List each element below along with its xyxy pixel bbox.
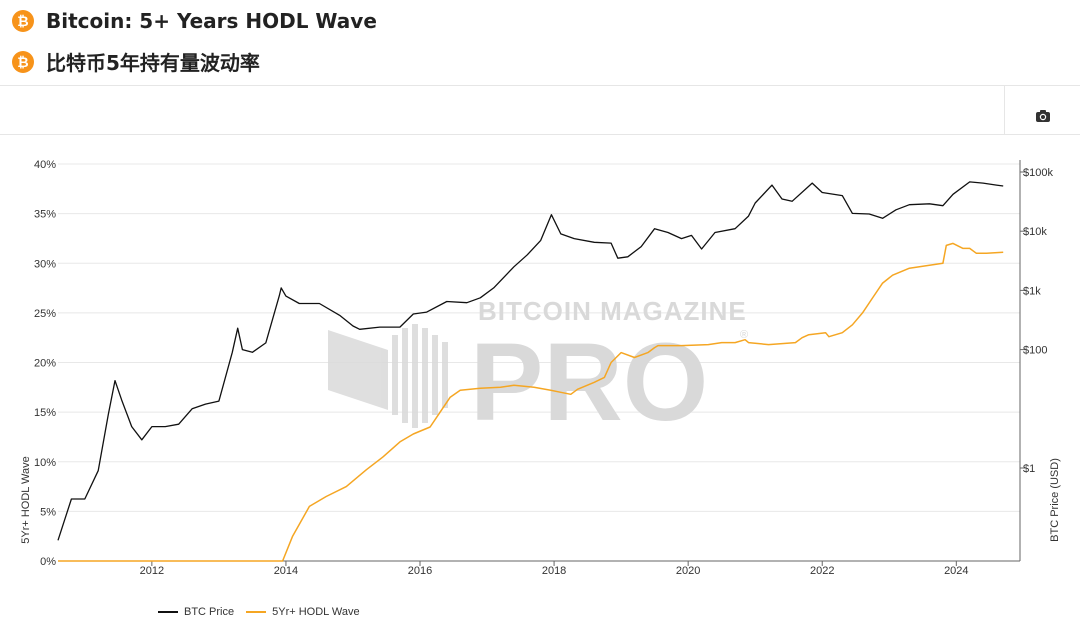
watermark-line1: BITCOIN MAGAZINE [478, 296, 747, 326]
y-left-tick-label: 40% [34, 159, 56, 171]
x-tick-label: 2012 [140, 565, 164, 577]
y-right-tick-label: $10k [1023, 226, 1047, 238]
camera-icon[interactable] [1035, 108, 1051, 124]
chart-toolbar [0, 85, 1080, 135]
y-right-tick-label: $1k [1023, 285, 1041, 297]
title-zh-row: ₿ 比特币5年持有量波动率 [12, 47, 260, 76]
legend: BTC Price 5Yr+ HODL Wave [158, 606, 372, 618]
x-tick-label: 2020 [676, 565, 700, 577]
y-left-tick-label: 0% [40, 556, 56, 568]
hodl-wave-line [58, 242, 1004, 562]
x-tick-label: 2022 [810, 565, 834, 577]
legend-item-hodl-wave[interactable]: 5Yr+ HODL Wave [246, 606, 360, 618]
watermark-mark: ® [740, 329, 748, 341]
y-left-tick-label: 10% [34, 457, 56, 469]
x-tick-label: 2014 [274, 565, 298, 577]
hodl-wave-chart: BITCOIN MAGAZINE ® PRO 0% 5% 10% 15% 20% 25% 3… [20, 159, 1061, 577]
y-left-tick-label: 35% [34, 209, 56, 221]
page-title-en: Bitcoin: 5+ Years HODL Wave [46, 9, 377, 33]
legend-label: BTC Price [184, 606, 235, 618]
watermark-line2: PRO [470, 321, 708, 444]
y-left-tick-label: 5% [40, 506, 56, 518]
btc-price-line [57, 181, 1004, 541]
legend-label: 5Yr+ HODL Wave [272, 606, 360, 618]
y-left-tick-label: 25% [34, 308, 56, 320]
page-title-zh: 比特币5年持有量波动率 [46, 51, 260, 75]
y-left-tick-label: 30% [34, 258, 56, 270]
x-tick-label: 2018 [542, 565, 566, 577]
legend-swatch [158, 611, 178, 613]
title-en-row: ₿ Bitcoin: 5+ Years HODL Wave [12, 9, 377, 33]
x-tick-label: 2024 [944, 565, 968, 577]
y-right-tick-label: $100k [1023, 167, 1053, 179]
legend-swatch [246, 611, 267, 613]
y-left-axis-label: 5Yr+ HODL Wave [20, 456, 32, 544]
bitcoin-icon: ₿ [12, 50, 34, 73]
watermark: BITCOIN MAGAZINE ® PRO [328, 296, 748, 444]
y-left-tick-label: 15% [34, 407, 56, 419]
y-left-tick-label: 20% [34, 358, 56, 370]
toolbar-divider [1004, 86, 1005, 134]
bitcoin-icon: ₿ [12, 10, 34, 32]
y-right-axis-label: BTC Price (USD) [1049, 458, 1061, 542]
series-lines [57, 181, 1004, 562]
y-right-tick-label: $1 [1023, 463, 1035, 475]
y-right-tick-label: $100 [1023, 345, 1047, 357]
legend-item-btc-price[interactable]: BTC Price [158, 606, 234, 618]
x-tick-label: 2016 [408, 565, 432, 577]
